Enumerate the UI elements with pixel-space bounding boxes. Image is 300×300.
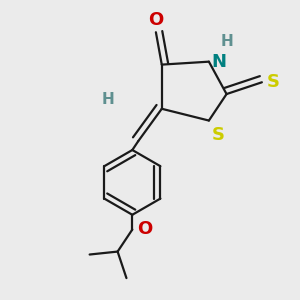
Text: O: O bbox=[137, 220, 152, 238]
Text: N: N bbox=[212, 53, 227, 71]
Text: H: H bbox=[220, 34, 233, 49]
Text: S: S bbox=[266, 73, 279, 91]
Text: H: H bbox=[102, 92, 115, 107]
Text: S: S bbox=[212, 126, 225, 144]
Text: O: O bbox=[148, 11, 164, 29]
